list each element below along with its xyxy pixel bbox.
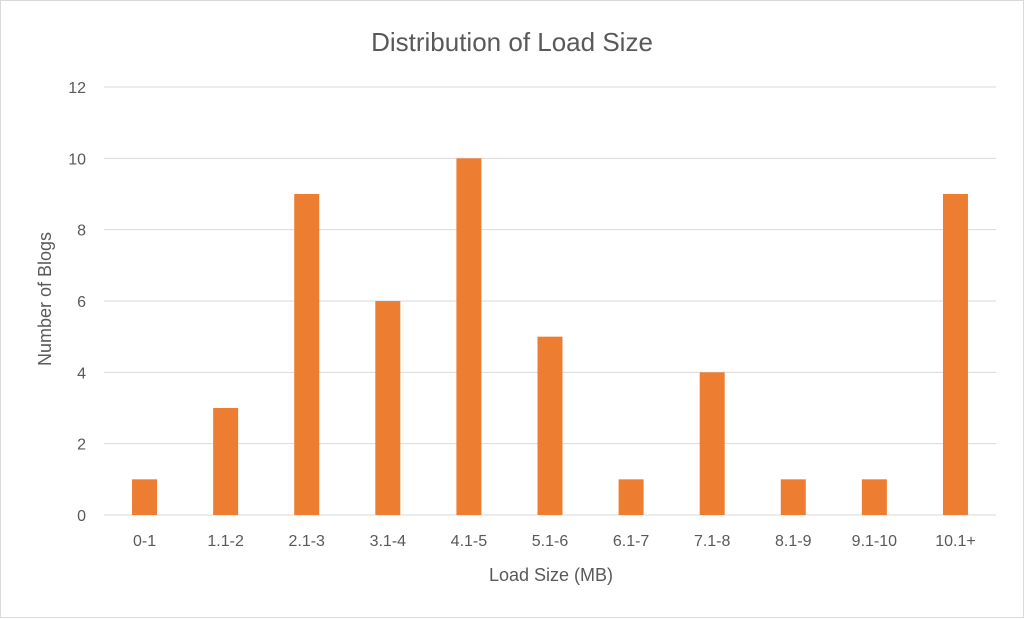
y-axis-ticks: 0 2 4 6 8 10 12 <box>68 80 86 525</box>
bar-1.1-2 <box>213 408 239 515</box>
bar-4.1-5 <box>456 158 482 516</box>
y-tick-label: 6 <box>77 294 86 311</box>
x-tick-label: 7.1-8 <box>694 533 731 550</box>
y-tick-label: 0 <box>77 508 86 525</box>
x-tick-label: 4.1-5 <box>451 533 488 550</box>
bar-5.1-6 <box>537 336 563 515</box>
bar-6.1-7 <box>618 479 644 515</box>
y-tick-label: 4 <box>77 365 86 382</box>
x-tick-label: 0-1 <box>133 533 156 550</box>
x-tick-label: 2.1-3 <box>288 533 325 550</box>
x-tick-label: 1.1-2 <box>207 533 244 550</box>
y-tick-label: 8 <box>77 223 86 240</box>
x-axis-title: Load Size (MB) <box>489 565 613 585</box>
bars <box>132 158 968 516</box>
x-tick-label: 10.1+ <box>935 533 975 550</box>
bar-0-1 <box>132 479 158 515</box>
x-tick-label: 3.1-4 <box>370 533 407 550</box>
y-tick-label: 12 <box>68 80 86 97</box>
x-tick-label: 9.1-10 <box>852 533 897 550</box>
x-tick-label: 5.1-6 <box>532 533 569 550</box>
bar-3.1-4 <box>375 301 401 515</box>
bar-10.1+ <box>942 194 968 515</box>
chart-title: Distribution of Load Size <box>371 27 653 57</box>
bar-2.1-3 <box>294 194 320 515</box>
bar-9.1-10 <box>861 479 887 515</box>
x-tick-label: 8.1-9 <box>775 533 812 550</box>
bar-8.1-9 <box>780 479 806 515</box>
x-axis-ticks: 0-1 1.1-2 2.1-3 3.1-4 4.1-5 5.1-6 6.1-7 7.1-8 8.… <box>133 533 976 550</box>
y-tick-label: 10 <box>68 151 86 168</box>
y-tick-label: 2 <box>77 437 86 454</box>
x-tick-label: 6.1-7 <box>613 533 650 550</box>
bar-7.1-8 <box>699 372 725 515</box>
y-axis-title: Number of Blogs <box>35 232 55 366</box>
